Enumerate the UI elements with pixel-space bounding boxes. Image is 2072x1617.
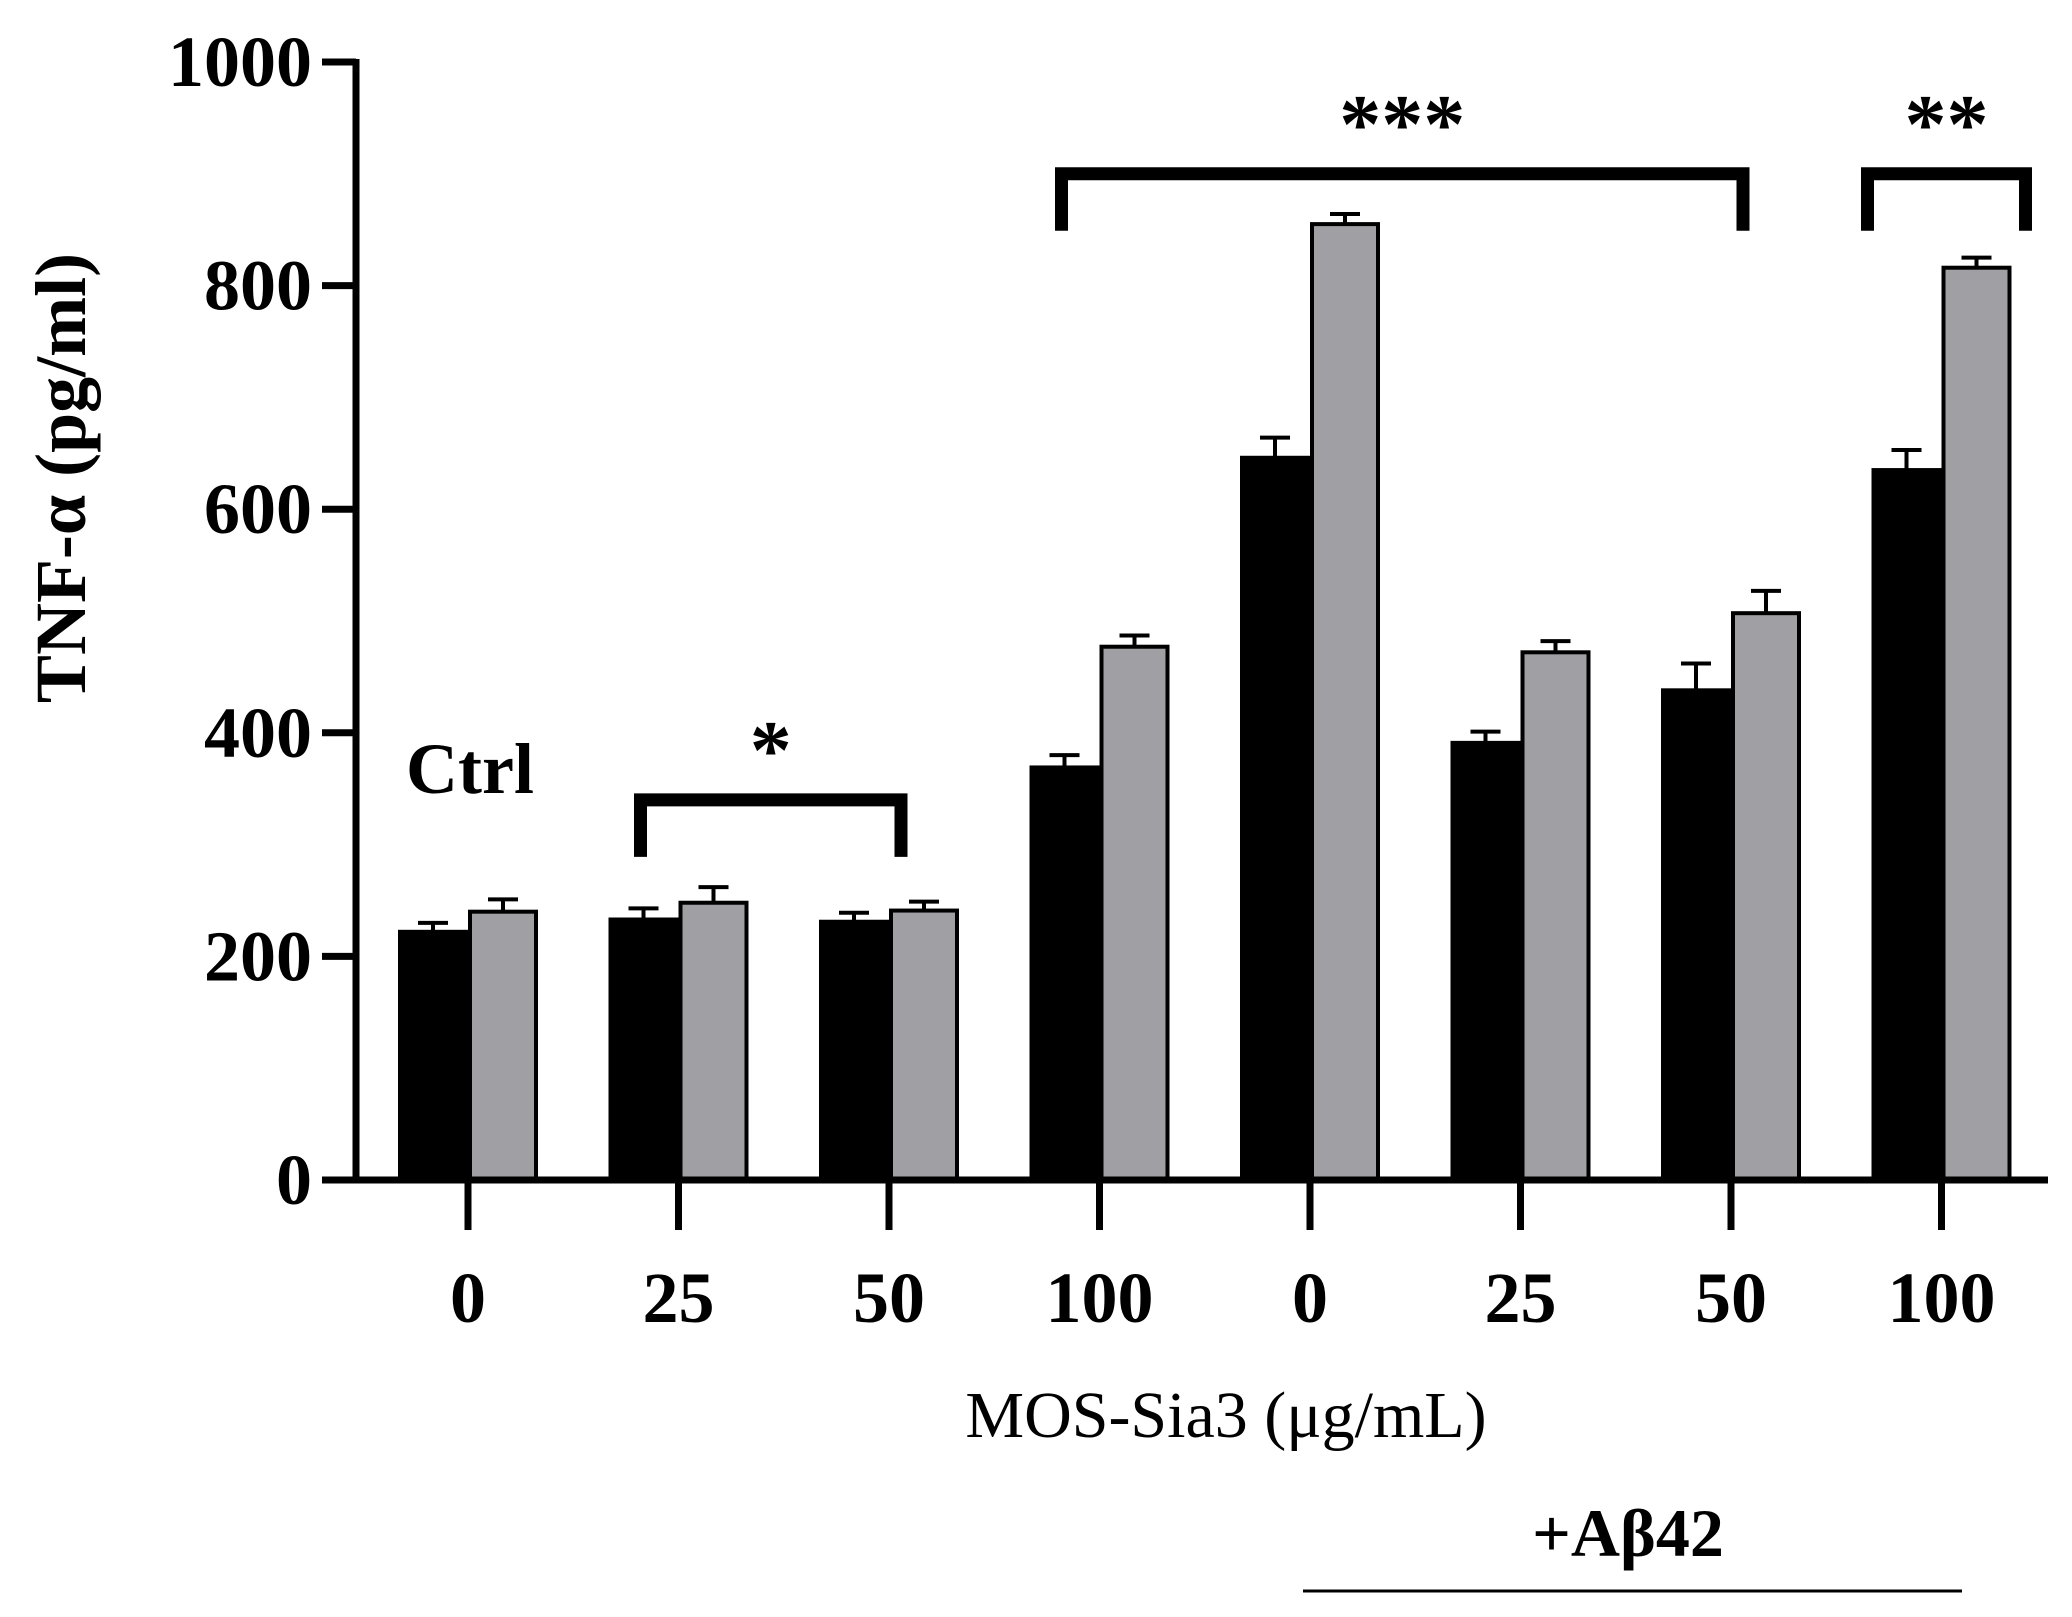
- x-tick-label: 100: [1888, 1258, 1996, 1338]
- x-tick-label: 50: [1695, 1258, 1767, 1338]
- bar-gray: [1099, 644, 1170, 1182]
- bar-black: [1871, 468, 1942, 1182]
- bar-gray: [1520, 650, 1591, 1182]
- abeta42-label: +Aβ42: [1532, 1495, 1724, 1571]
- bar-gray: [1941, 265, 2012, 1183]
- significance-bracket: [634, 793, 908, 857]
- bar-gray: [1731, 611, 1801, 1182]
- y-tick-label: 600: [204, 469, 312, 549]
- ctrl-label: Ctrl: [406, 729, 534, 809]
- bar-gray: [468, 909, 538, 1182]
- significance-label: ***: [1339, 78, 1465, 171]
- bar-gray: [889, 908, 959, 1182]
- x-tick-label: 0: [1292, 1258, 1328, 1338]
- x-tick-label: 25: [1485, 1258, 1557, 1338]
- y-tick-label: 1000: [168, 22, 312, 102]
- significance-label: *: [750, 704, 792, 797]
- bar-gray: [1310, 222, 1380, 1183]
- bar-black: [1450, 740, 1521, 1182]
- x-tick-label: 0: [450, 1258, 486, 1338]
- y-tick-label: 400: [204, 693, 312, 773]
- bar-black: [608, 917, 679, 1182]
- y-tick-label: 800: [204, 246, 312, 326]
- y-axis-ticks: 0 200 400 600 800 1000: [168, 22, 356, 1220]
- x-tick-label: 100: [1046, 1258, 1154, 1338]
- x-axis-title: MOS-Sia3 (μg/mL): [965, 1379, 1486, 1452]
- bar-black: [1240, 455, 1310, 1183]
- y-tick-label: 0: [276, 1140, 312, 1220]
- bars-layer: [398, 222, 2012, 1183]
- significance-bracket: [1055, 167, 1750, 231]
- significance-bracket: [1861, 167, 2032, 231]
- bar-black: [819, 919, 889, 1182]
- bar-black: [398, 929, 468, 1183]
- x-axis-ticks: 0 25 50 100 0 25 50 100: [450, 1180, 1996, 1338]
- error-bars-layer: [418, 212, 1992, 932]
- significance-brackets: **** **: [634, 78, 2032, 857]
- y-tick-label: 200: [204, 916, 312, 996]
- y-axis-title: TNF-α (pg/ml): [21, 253, 101, 703]
- significance-label: **: [1905, 78, 1989, 171]
- x-tick-label: 50: [853, 1258, 925, 1338]
- bar-black: [1661, 688, 1731, 1182]
- x-tick-label: 25: [643, 1258, 715, 1338]
- axes-layer: [352, 59, 2048, 1184]
- bar-gray: [678, 900, 749, 1183]
- bar-black: [1029, 765, 1100, 1182]
